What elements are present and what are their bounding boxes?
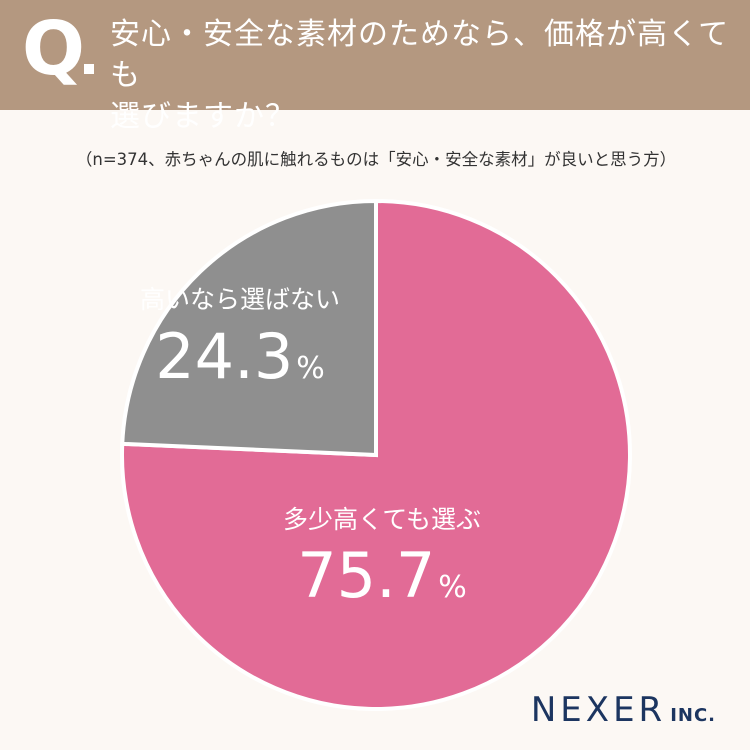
slice-value-2: 24.3% (155, 320, 325, 393)
question-line-1: 安心・安全な素材のためなら、価格が高くても (110, 17, 730, 93)
sample-note: （n=374、赤ちゃんの肌に触れるものは「安心・安全な素材」が良いと思う方） (75, 150, 677, 169)
question-text: 安心・安全な素材のためなら、価格が高くても 選びますか？ (110, 14, 730, 137)
logo-suffix-text: INC. (670, 705, 716, 726)
question-line-2: 選びますか？ (110, 99, 296, 134)
nexer-logo: NEXER INC. (531, 690, 716, 730)
slice-label-1: 多少高くても選ぶ (283, 505, 481, 534)
question-q-mark: Q (22, 6, 85, 92)
question-q-dot (84, 64, 94, 74)
pie-slice-2 (120, 198, 378, 458)
slice-value-1: 75.7% (297, 539, 467, 612)
question-header: Q 安心・安全な素材のためなら、価格が高くても 選びますか？ (0, 0, 750, 134)
logo-main-text: NEXER (530, 690, 667, 730)
slice-label-2: 高いなら選ばない (140, 285, 340, 314)
